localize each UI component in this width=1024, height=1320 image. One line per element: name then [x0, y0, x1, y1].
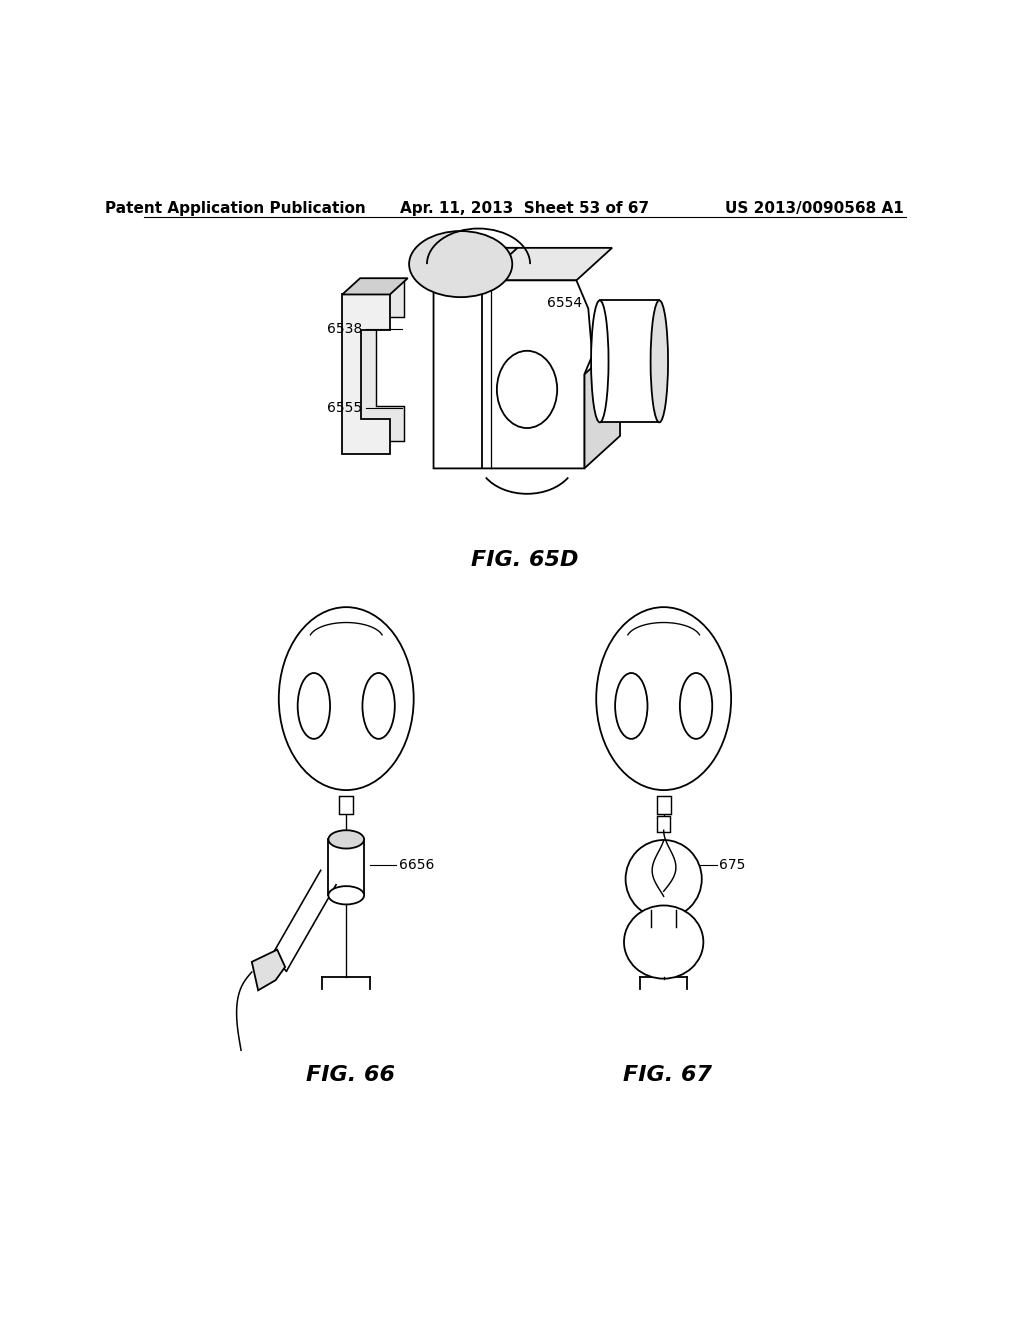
- Ellipse shape: [624, 906, 703, 978]
- Ellipse shape: [615, 673, 647, 739]
- Bar: [651, 909, 677, 927]
- Bar: [656, 796, 671, 814]
- Text: 6656: 6656: [398, 858, 434, 871]
- Polygon shape: [342, 279, 408, 294]
- Text: Patent Application Publication: Patent Application Publication: [104, 201, 366, 216]
- Ellipse shape: [329, 830, 365, 849]
- Polygon shape: [433, 248, 612, 280]
- Text: 675: 675: [719, 858, 745, 871]
- Polygon shape: [356, 281, 404, 441]
- Text: Apr. 11, 2013  Sheet 53 of 67: Apr. 11, 2013 Sheet 53 of 67: [400, 201, 649, 216]
- Polygon shape: [585, 342, 620, 469]
- Text: FIG. 66: FIG. 66: [306, 1065, 394, 1085]
- Ellipse shape: [362, 673, 395, 739]
- Polygon shape: [342, 294, 390, 454]
- Polygon shape: [252, 949, 285, 990]
- Polygon shape: [441, 248, 517, 280]
- Ellipse shape: [298, 673, 330, 739]
- Text: 6555: 6555: [327, 401, 362, 416]
- Ellipse shape: [410, 231, 512, 297]
- Ellipse shape: [329, 886, 365, 904]
- Text: 6554: 6554: [547, 296, 583, 310]
- Ellipse shape: [596, 607, 731, 791]
- Ellipse shape: [626, 840, 701, 917]
- Bar: [339, 796, 353, 814]
- Polygon shape: [600, 301, 659, 422]
- Ellipse shape: [680, 673, 713, 739]
- Ellipse shape: [591, 301, 608, 422]
- Text: FIG. 65D: FIG. 65D: [471, 549, 579, 570]
- Polygon shape: [433, 280, 592, 469]
- Ellipse shape: [279, 607, 414, 791]
- Text: FIG. 67: FIG. 67: [624, 1065, 712, 1085]
- Ellipse shape: [650, 301, 668, 422]
- Text: US 2013/0090568 A1: US 2013/0090568 A1: [725, 201, 904, 216]
- Bar: [657, 816, 670, 833]
- Bar: [329, 840, 365, 895]
- Text: 6538: 6538: [327, 322, 362, 337]
